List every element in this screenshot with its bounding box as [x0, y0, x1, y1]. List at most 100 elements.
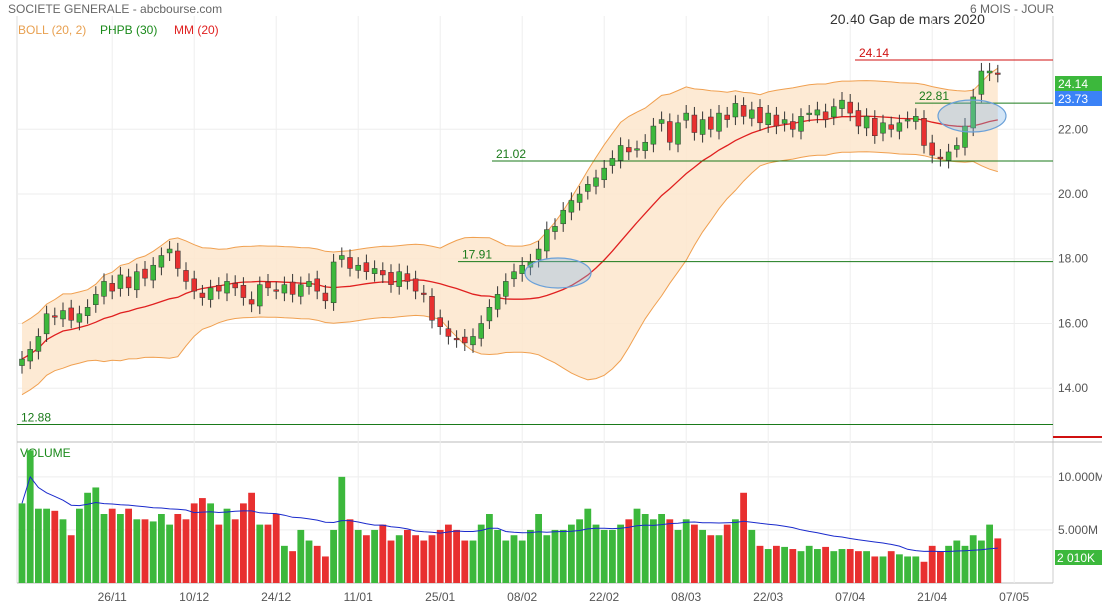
volume-bar	[256, 524, 264, 583]
volume-bar	[961, 545, 969, 583]
candle-body	[773, 114, 780, 127]
candle-body	[560, 209, 566, 225]
volume-bar	[740, 492, 747, 583]
candle-body	[691, 114, 698, 133]
volume-bar	[855, 551, 862, 583]
candle-body	[134, 271, 140, 291]
volume-bar	[568, 524, 575, 583]
candle-body	[396, 271, 402, 287]
x-tick-label: 07/05	[999, 590, 1029, 604]
candle-body	[240, 285, 247, 298]
candle-body	[412, 278, 419, 292]
volume-bar	[166, 524, 173, 583]
volume-bar	[699, 529, 706, 583]
candle-body	[232, 283, 238, 289]
volume-bar	[43, 508, 50, 583]
volume-bar	[658, 514, 665, 583]
x-tick-label: 26/11	[98, 590, 127, 604]
candle-body	[306, 281, 312, 287]
candle-body	[863, 116, 870, 129]
volume-bar	[797, 551, 805, 583]
volume-bar	[846, 549, 854, 583]
volume-bar	[527, 529, 534, 583]
volume-bar	[641, 514, 649, 583]
current-price-label: 23.73	[1058, 92, 1088, 106]
candle-body	[913, 116, 919, 122]
volume-bar	[158, 514, 165, 583]
candle-body	[43, 313, 50, 335]
candle-body	[27, 349, 33, 362]
volume-bar	[322, 556, 329, 583]
volume-bar	[715, 535, 723, 583]
volume-bar	[395, 535, 403, 583]
volume-bar	[190, 503, 198, 583]
y-tick-label: 16.00	[1058, 316, 1088, 330]
candle-body	[298, 284, 304, 297]
volume-tick-label: 5.000M	[1058, 523, 1098, 537]
volume-bar	[682, 519, 690, 583]
candle-body	[265, 281, 271, 289]
candle-body	[486, 307, 493, 322]
candle-body	[60, 310, 66, 320]
candle-body	[421, 292, 427, 295]
candle-body	[470, 336, 476, 346]
candle-body	[224, 281, 230, 294]
candle-body	[216, 285, 222, 292]
volume-bar	[912, 556, 920, 583]
volume-bar	[240, 503, 247, 583]
candle-body	[962, 125, 968, 148]
candle-body	[740, 105, 747, 117]
volume-bar	[871, 556, 879, 583]
y-tick-label: 22.00	[1058, 122, 1088, 136]
candle-body	[970, 96, 976, 129]
candle-body	[35, 336, 42, 352]
volume-bar	[371, 529, 378, 583]
candle-body	[93, 294, 99, 305]
current-price-badge	[1055, 91, 1102, 106]
volume-bar	[264, 524, 272, 583]
candle-body	[355, 264, 361, 271]
volume-bar	[18, 503, 26, 583]
x-tick-label: 24/12	[261, 590, 291, 604]
volume-bar	[26, 450, 34, 583]
volume-bar	[633, 508, 641, 583]
volume-bar	[543, 535, 551, 583]
x-tick-label: 25/01	[425, 590, 455, 604]
x-tick-label: 08/03	[671, 590, 701, 604]
volume-bar	[338, 476, 346, 583]
volume-bar	[174, 514, 182, 583]
volume-bar	[904, 556, 911, 583]
candle-body	[109, 283, 115, 292]
volume-bar	[691, 524, 698, 583]
candle-body	[699, 119, 706, 135]
volume-bar	[494, 529, 501, 583]
y-tick-label: 20.00	[1058, 187, 1088, 201]
candle-body	[945, 151, 952, 161]
candle-body	[76, 313, 83, 323]
x-tick-label: 08/02	[507, 590, 537, 604]
volume-bar	[559, 529, 567, 583]
candle-body	[732, 103, 739, 118]
volume-bar	[592, 524, 600, 583]
candle-body	[708, 116, 714, 130]
candle-body	[978, 70, 985, 95]
candle-body	[166, 248, 173, 254]
volume-bar	[863, 551, 870, 583]
candle-body	[749, 109, 755, 119]
volume-bar	[363, 535, 370, 583]
volume-bar	[51, 510, 59, 583]
volume-bar	[887, 551, 895, 583]
candle-body	[617, 145, 624, 161]
volume-bar	[551, 529, 559, 583]
candle-body	[142, 268, 148, 279]
candle-body	[437, 317, 443, 327]
candle-body	[650, 125, 657, 145]
bollinger-upper	[21, 67, 999, 324]
bollinger-band	[22, 68, 998, 395]
candle-body	[667, 121, 673, 143]
volume-bar	[445, 524, 452, 583]
level-label: 24.14	[859, 46, 889, 60]
volume-bar	[404, 529, 411, 583]
volume-bar	[379, 524, 387, 583]
volume-tick-label: 10.000M	[1058, 470, 1102, 484]
